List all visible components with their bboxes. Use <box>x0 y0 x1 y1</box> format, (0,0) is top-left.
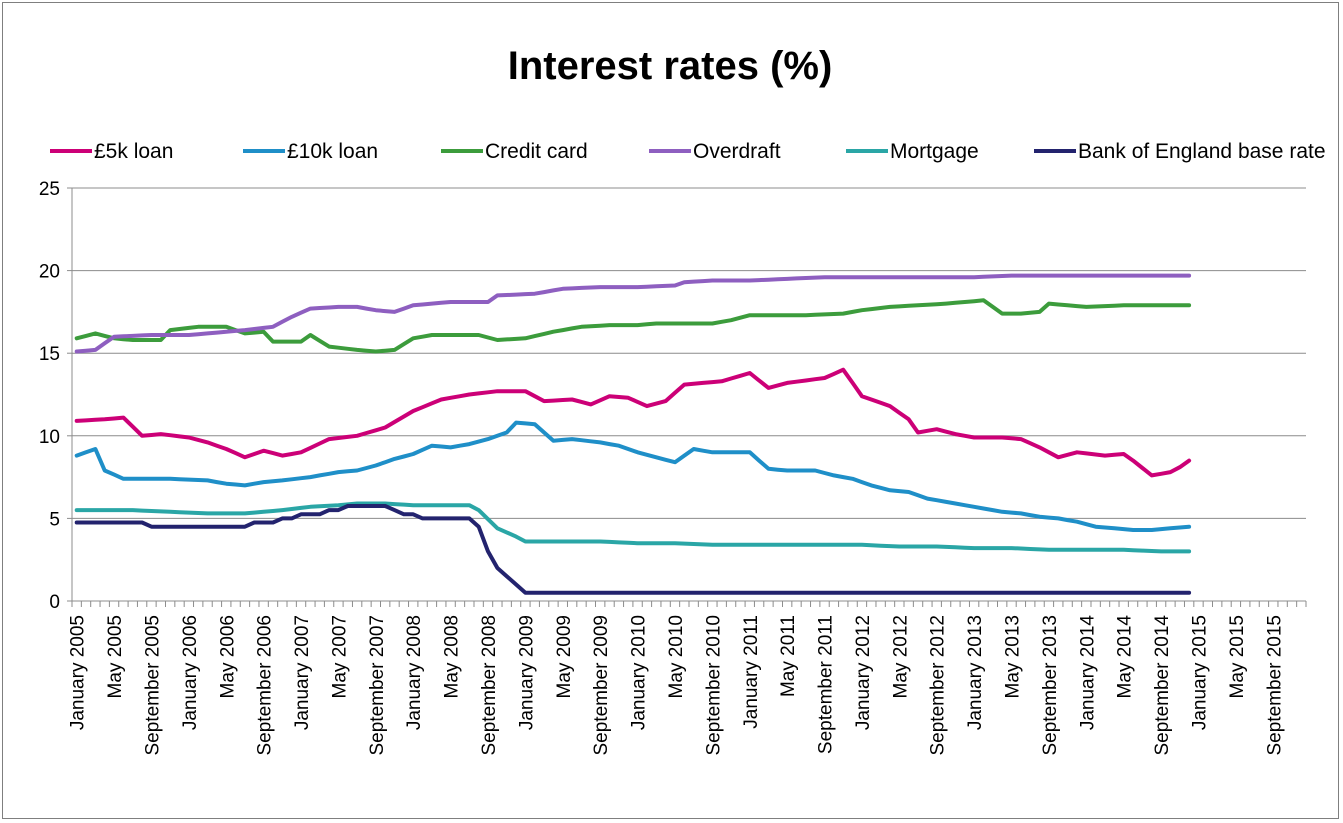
series-line-1 <box>74 420 1192 532</box>
x-tick-label: May 2007 <box>329 615 350 698</box>
y-axis: 0 5 10 15 20 25 <box>39 179 73 613</box>
x-tick-label: January 2012 <box>853 615 874 730</box>
x-tick-label: January 2011 <box>741 615 762 729</box>
y-tick-label: 0 <box>49 592 60 613</box>
x-tick-label: May 2006 <box>217 615 238 698</box>
gridlines <box>72 187 1306 519</box>
y-tick-label: 20 <box>39 262 60 283</box>
series-line-0 <box>74 367 1192 478</box>
x-tick-label: January 2015 <box>1189 615 1210 730</box>
x-tick-label: May 2012 <box>890 615 911 698</box>
x-tick-label: January 2006 <box>180 615 201 730</box>
series-line-3 <box>74 273 1192 354</box>
x-tick-label: May 2011 <box>778 615 799 697</box>
x-tick-label: May 2010 <box>666 615 687 698</box>
legend-label: Credit card <box>485 140 588 163</box>
series-line-5 <box>74 504 1192 595</box>
series-line-2 <box>74 298 1192 354</box>
x-tick-label: May 2005 <box>105 615 126 698</box>
x-tick-label: May 2013 <box>1003 615 1024 698</box>
x-tick-label: September 2011 <box>816 615 837 754</box>
x-tick-label: September 2012 <box>928 615 949 756</box>
x-tick-label: September 2010 <box>703 615 724 756</box>
legend-label: Mortgage <box>890 140 979 163</box>
x-tick-label: January 2007 <box>292 615 313 730</box>
x-tick-label: September 2013 <box>1040 615 1061 756</box>
x-tick-label: May 2008 <box>442 615 463 698</box>
x-tick-label: September 2009 <box>591 615 612 756</box>
x-tick-label: January 2010 <box>629 615 650 730</box>
legend: £5k loan £10k loan Credit card Overdraft Mor… <box>50 140 1326 163</box>
x-tick-label: September 2015 <box>1264 615 1285 756</box>
series-layer <box>74 273 1192 595</box>
x-tick-label: May 2009 <box>554 615 575 698</box>
chart-title: Interest rates (%) <box>508 44 833 88</box>
x-tick-label: September 2014 <box>1152 615 1173 756</box>
x-tick-label: May 2015 <box>1227 615 1248 698</box>
y-tick-label: 25 <box>39 179 60 200</box>
y-tick-label: 5 <box>49 509 60 530</box>
legend-label: Bank of England base rate <box>1078 140 1326 163</box>
series-line-4 <box>74 501 1192 554</box>
x-tick-label: January 2013 <box>965 615 986 730</box>
x-tick-label: September 2008 <box>479 615 500 756</box>
x-tick-label: January 2005 <box>68 615 89 730</box>
x-axis: January 2005 May 2005 September 2005 Januar… <box>68 600 1307 756</box>
x-tick-label: January 2008 <box>404 615 425 730</box>
chart: Interest rates (%) £5k loan £10k loan Cred… <box>39 44 1326 756</box>
legend-label: £10k loan <box>287 140 378 163</box>
x-tick-label: January 2009 <box>516 615 537 730</box>
x-tick-label: September 2005 <box>142 615 163 756</box>
x-tick-label: January 2014 <box>1077 615 1098 731</box>
y-tick-label: 10 <box>39 427 60 448</box>
legend-label: £5k loan <box>94 140 173 163</box>
y-tick-label: 15 <box>39 344 60 365</box>
x-tick-label: September 2007 <box>367 615 388 756</box>
x-tick-label: September 2006 <box>255 615 276 756</box>
x-tick-label: May 2014 <box>1115 615 1136 699</box>
legend-label: Overdraft <box>693 140 781 163</box>
